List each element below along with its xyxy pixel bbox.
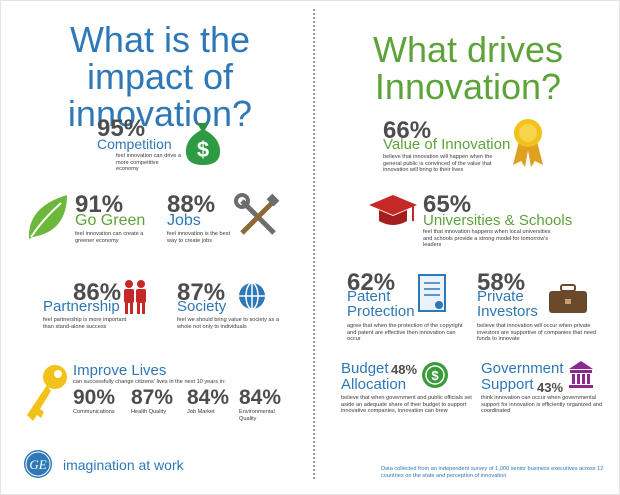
green-desc: feel innovation can create a greener eco…	[75, 231, 144, 244]
partnership-desc: feel partnership is more important than …	[43, 317, 127, 330]
dollar-coin-icon: $	[422, 362, 448, 388]
tagline: imagination at work	[63, 457, 184, 473]
patent-desc: agree that when the protection of the co…	[347, 323, 463, 343]
briefcase-icon	[549, 284, 587, 313]
left-title: What is the impact of innovation?	[67, 19, 253, 134]
metric-label: Job Market	[187, 409, 215, 415]
lives-label: Improve Lives	[73, 362, 167, 379]
universities-desc: feel that innovation happens when local …	[423, 229, 551, 249]
metric-label: Health Quality	[131, 409, 167, 415]
universities-label: Universities & Schools	[423, 212, 573, 229]
green-percent: 91%	[75, 191, 124, 218]
patent-percent: 62%	[347, 269, 396, 296]
metric-percent: 87%	[131, 386, 174, 409]
leaf-icon	[28, 195, 67, 239]
budget-percent: 48%	[391, 362, 418, 377]
tools-icon	[234, 193, 280, 235]
green-label: Go Green	[75, 212, 146, 229]
value-label: Value of Innovation	[383, 136, 511, 153]
competition-desc: feel innovation can drive a more competi…	[116, 153, 181, 173]
metric-label: Communications	[73, 409, 115, 415]
metric-percent: 84%	[187, 386, 230, 409]
patent-label: Patent Protection	[347, 288, 415, 320]
svg-text:GE: GE	[29, 457, 46, 472]
money-bag-icon: $	[185, 123, 221, 165]
lives-desc: can successfully change citizens' lives …	[73, 379, 226, 385]
government-label-1: Government	[481, 360, 564, 377]
investors-percent: 58%	[477, 269, 526, 296]
center-divider	[313, 9, 315, 479]
budget-desc: believe that when government and public …	[341, 395, 472, 415]
government-desc: think innovation can occur when governme…	[481, 395, 603, 415]
source-note: Data collected from an independent surve…	[381, 466, 604, 479]
metric-percent: 90%	[73, 386, 116, 409]
graduation-cap-icon	[369, 195, 417, 225]
budget-label-2: Allocation	[341, 376, 407, 393]
investors-label: Private Investors	[477, 288, 538, 320]
universities-percent: 65%	[423, 191, 472, 218]
partnership-percent: 86%	[73, 279, 122, 306]
society-desc: feel we should bring value to society as…	[177, 317, 279, 330]
award-ribbon-icon	[513, 119, 543, 167]
globe-icon	[239, 282, 265, 310]
partnership-label: Partnership	[43, 298, 120, 315]
ge-logo-icon: GE	[24, 450, 52, 478]
metric-percent: 84%	[239, 386, 282, 409]
jobs-label: Jobs	[167, 212, 201, 229]
metric-label: Environmental Quality	[239, 409, 275, 422]
jobs-desc: feel innovation is the best way to creat…	[167, 231, 231, 244]
society-percent: 87%	[177, 279, 226, 306]
value-desc: believe that innovation will happen when…	[383, 154, 493, 174]
value-percent: 66%	[383, 117, 432, 144]
competition-percent: 95%	[97, 115, 146, 142]
document-icon	[418, 274, 446, 312]
key-icon	[27, 365, 67, 421]
competition-label: Competition	[97, 136, 172, 152]
people-icon	[124, 280, 146, 314]
government-label-2: Support	[481, 376, 534, 393]
svg-text:$: $	[431, 368, 439, 383]
government-building-icon	[569, 361, 593, 388]
budget-label-1: Budget	[341, 360, 389, 377]
jobs-percent: 88%	[167, 191, 216, 218]
society-label: Society	[177, 298, 227, 315]
investors-desc: believe that innovation will occur when …	[477, 323, 597, 343]
svg-text:$: $	[197, 137, 209, 162]
right-title: What drives Innovation?	[372, 29, 564, 107]
government-percent: 43%	[537, 380, 564, 395]
